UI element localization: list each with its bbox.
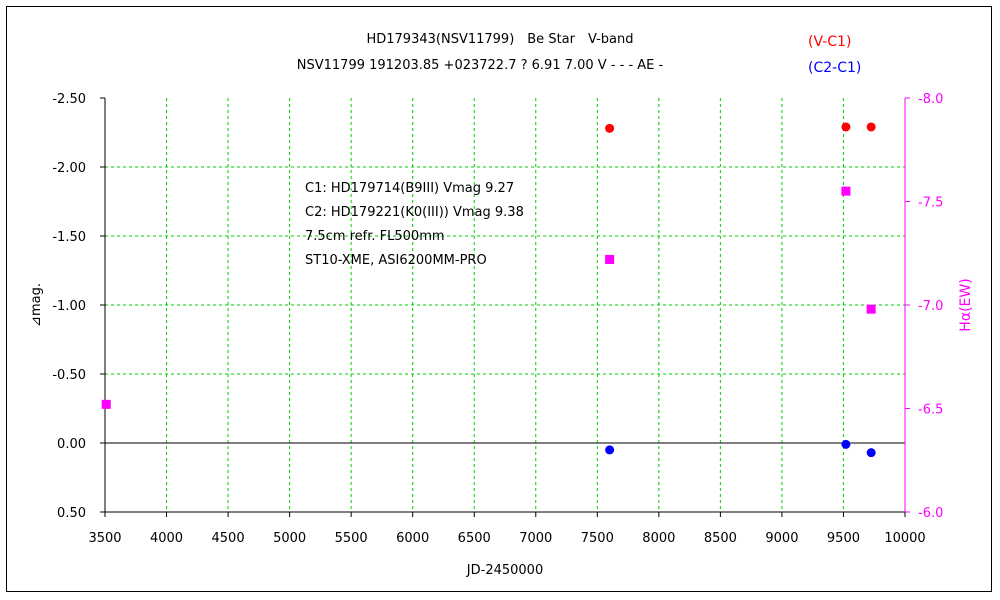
x-tick-label: 10000 bbox=[884, 531, 925, 546]
y-tick-label: -2.00 bbox=[52, 161, 86, 176]
x-tick-label: 6500 bbox=[458, 531, 491, 546]
c2-c1-point bbox=[605, 445, 615, 455]
chart-subtitle: NSV11799 191203.85 +023722.7 ? 6.91 7.00… bbox=[296, 58, 664, 73]
x-tick-label: 8500 bbox=[704, 531, 737, 546]
y-tick-label: -1.50 bbox=[52, 230, 86, 245]
h-alpha-point bbox=[605, 254, 615, 264]
y-tick-label: -2.50 bbox=[52, 92, 86, 107]
x-tick-label: 7500 bbox=[581, 531, 614, 546]
v-c1-point bbox=[866, 122, 876, 132]
x-tick-label: 9000 bbox=[765, 531, 798, 546]
x-tick-label: 3500 bbox=[88, 531, 121, 546]
y2-axis-title: Hα(EW) bbox=[958, 278, 974, 331]
annotation-text: C2: HD179221(K0(III)) Vmag 9.38 bbox=[305, 205, 524, 220]
x-tick-label: 8000 bbox=[642, 531, 675, 546]
y2-tick-label: -7.0 bbox=[918, 299, 943, 314]
h-alpha-point bbox=[101, 399, 111, 409]
h-alpha-point bbox=[866, 304, 876, 314]
y-tick-label: 0.50 bbox=[57, 506, 86, 521]
y2-tick-label: -6.5 bbox=[918, 403, 943, 418]
x-tick-label: 4000 bbox=[150, 531, 183, 546]
c2-c1-point bbox=[841, 439, 851, 449]
legend-v-c1: (V-C1) bbox=[808, 34, 852, 50]
y2-tick-label: -7.5 bbox=[918, 196, 943, 211]
v-c1-point bbox=[605, 123, 615, 133]
c2-c1-point bbox=[866, 448, 876, 458]
x-tick-label: 7000 bbox=[519, 531, 552, 546]
y2-tick-label: -6.0 bbox=[918, 506, 943, 521]
y-tick-label: 0.00 bbox=[57, 437, 86, 452]
x-axis-title: JD-2450000 bbox=[466, 563, 543, 578]
v-c1-point bbox=[841, 122, 851, 132]
x-tick-label: 4500 bbox=[212, 531, 245, 546]
legend-c2-c1: (C2-C1) bbox=[808, 60, 862, 76]
annotation-text: C1: HD179714(B9III) Vmag 9.27 bbox=[305, 181, 514, 196]
x-tick-label: 6000 bbox=[396, 531, 429, 546]
h-alpha-point bbox=[841, 186, 851, 196]
y-tick-label: -0.50 bbox=[52, 368, 86, 383]
x-tick-label: 9500 bbox=[827, 531, 860, 546]
chart-title: HD179343(NSV11799) Be Star V-band bbox=[366, 32, 634, 47]
y-tick-label: -1.00 bbox=[52, 299, 86, 314]
annotation-text: ST10-XME, ASI6200MM-PRO bbox=[305, 253, 487, 268]
annotation-text: 7.5cm refr. FL500mm bbox=[305, 229, 445, 244]
y-axis-title: ⊿mag. bbox=[29, 283, 44, 327]
x-tick-label: 5000 bbox=[273, 531, 306, 546]
y2-tick-label: -8.0 bbox=[918, 92, 943, 107]
x-tick-label: 5500 bbox=[335, 531, 368, 546]
